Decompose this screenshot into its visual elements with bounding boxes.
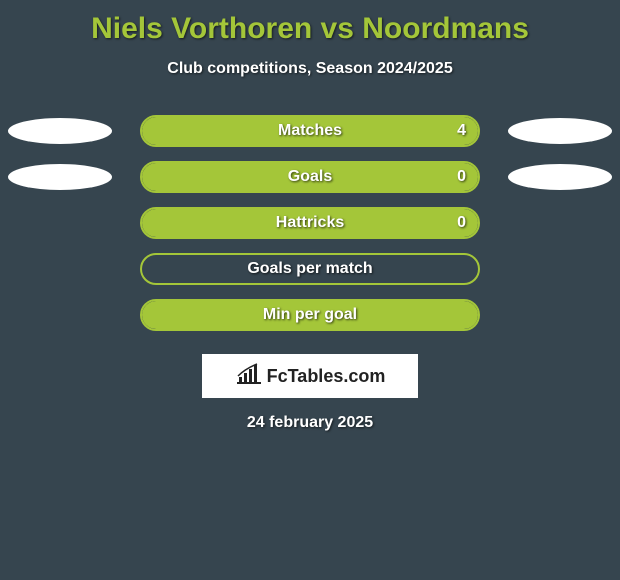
stat-row: Min per goal [0,292,620,338]
player-stat-ellipse-left [8,118,112,144]
stat-value-right: 4 [457,122,466,140]
stat-bar: Goals per match [140,253,480,285]
stat-value-right: 0 [457,214,466,232]
player-stat-ellipse-right [508,118,612,144]
player-stat-ellipse-right [508,164,612,190]
stat-row: Hattricks 0 [0,200,620,246]
stat-label: Hattricks [276,214,344,232]
stat-row: Goals 0 [0,154,620,200]
stat-bar-track: Matches 4 [140,115,480,147]
stat-row: Matches 4 [0,108,620,154]
page-title: Niels Vorthoren vs Noordmans [0,0,620,46]
stats-block: Matches 4 Goals 0 Hattricks 0 Goals per match M… [0,108,620,338]
subtitle: Club competitions, Season 2024/2025 [0,60,620,78]
stat-bar-track: Goals per match [140,253,480,285]
player-stat-ellipse-left [8,164,112,190]
chart-icon [235,363,263,390]
stat-bar-track: Goals 0 [140,161,480,193]
logo-text: FcTables.com [267,366,386,387]
stat-label: Goals per match [247,260,372,278]
stat-bar: Min per goal [140,299,480,331]
stat-bar-track: Hattricks 0 [140,207,480,239]
stat-bar: Goals 0 [140,161,480,193]
stat-value-right: 0 [457,168,466,186]
stat-bar-track: Min per goal [140,299,480,331]
stat-label: Matches [278,122,342,140]
stat-bar: Matches 4 [140,115,480,147]
stat-label: Min per goal [263,306,357,324]
stat-row: Goals per match [0,246,620,292]
stat-label: Goals [288,168,332,186]
date-line: 24 february 2025 [0,414,620,432]
logo-box: FcTables.com [202,354,418,398]
stat-bar: Hattricks 0 [140,207,480,239]
